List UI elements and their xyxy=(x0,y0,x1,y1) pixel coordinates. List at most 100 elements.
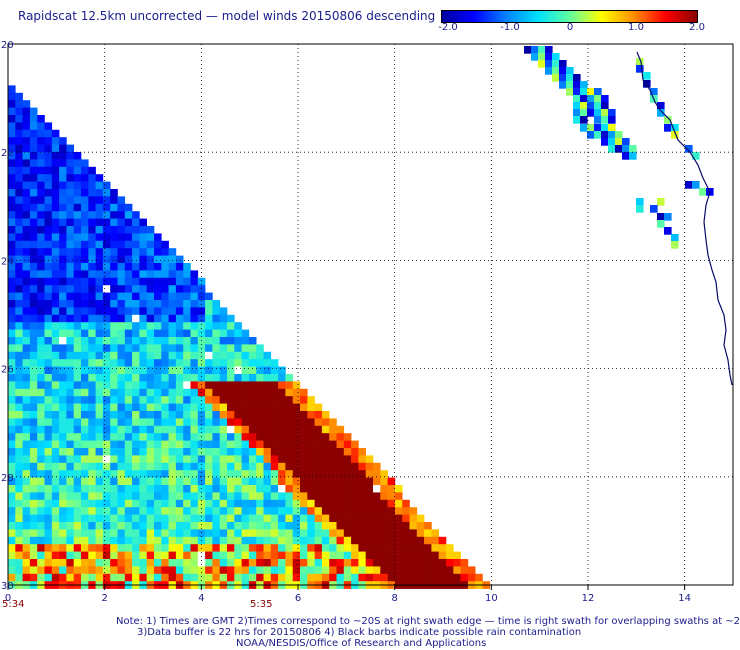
swath-cell xyxy=(175,440,184,449)
swath-cell xyxy=(365,470,374,478)
swath-cell xyxy=(175,522,184,530)
swath-cell xyxy=(124,477,133,486)
swath-cell xyxy=(161,366,169,375)
swath-cell xyxy=(37,573,45,582)
swath-cell xyxy=(219,351,228,360)
swath-cell xyxy=(51,499,60,508)
swath-cell xyxy=(692,181,700,189)
swath-cell xyxy=(37,144,45,153)
swath-cell xyxy=(161,285,169,293)
swath-cell xyxy=(168,307,177,316)
swath-cell xyxy=(73,388,82,397)
swath-cell xyxy=(190,566,199,575)
swath-cell xyxy=(146,226,155,234)
swath-cell xyxy=(117,263,126,271)
swath-cell xyxy=(51,189,60,197)
swath-cell xyxy=(263,573,272,582)
swath-cell xyxy=(587,131,595,139)
swath-cell xyxy=(270,381,279,390)
swath-cell xyxy=(168,529,177,538)
swath-cell xyxy=(183,337,191,345)
swath-cell xyxy=(227,448,235,456)
swath-cell xyxy=(59,462,67,471)
swath-cell xyxy=(175,292,184,301)
swath-cell xyxy=(227,329,235,338)
swath-cell xyxy=(205,418,213,427)
swath-cell xyxy=(95,248,104,256)
swath-cell xyxy=(248,566,257,575)
swath-cell xyxy=(154,507,162,515)
swath-cell xyxy=(117,277,126,286)
swath-cell xyxy=(197,351,206,360)
swath-cell xyxy=(29,448,38,456)
swath-cell xyxy=(102,477,111,486)
swath-cell xyxy=(321,448,330,456)
swath-cell xyxy=(22,300,31,308)
swath-cell xyxy=(132,211,140,219)
swath-cell xyxy=(15,159,23,168)
swath-cell xyxy=(139,448,147,456)
swath-cell xyxy=(190,492,199,501)
swath-cell xyxy=(81,514,89,523)
swath-cell xyxy=(59,226,67,234)
swath-cell xyxy=(197,307,206,316)
swath-cell xyxy=(102,359,111,367)
swath-cell xyxy=(8,433,16,441)
swath-cell xyxy=(161,499,169,508)
swath-cell xyxy=(161,536,169,545)
swath-cell xyxy=(95,396,104,404)
swath-cell xyxy=(124,403,133,412)
swath-cell xyxy=(139,544,147,552)
swath-cell xyxy=(205,329,213,338)
swath-cell xyxy=(183,492,191,501)
swath-cell xyxy=(183,388,191,397)
swath-cell xyxy=(29,499,38,508)
swath-cell xyxy=(73,211,82,219)
swath-cell xyxy=(44,359,53,367)
swath-cell xyxy=(351,573,359,582)
swath-cell xyxy=(8,551,16,560)
swath-cell xyxy=(22,566,31,575)
swath-cell xyxy=(190,314,199,323)
swath-cell xyxy=(51,344,60,353)
swath-cell xyxy=(278,566,286,575)
swath-cell xyxy=(59,366,67,375)
swath-cell xyxy=(154,455,162,464)
swath-cell xyxy=(95,300,104,308)
swath-cell xyxy=(212,351,220,360)
swath-cell xyxy=(263,529,272,538)
swath-cell xyxy=(329,514,337,523)
swath-cell xyxy=(8,85,16,94)
swath-cell xyxy=(29,381,38,390)
swath-cell xyxy=(168,329,177,338)
swath-cell xyxy=(190,470,199,478)
swath-cell xyxy=(22,573,31,582)
swath-cell xyxy=(110,277,118,286)
swath-cell xyxy=(373,522,381,530)
swath-cell xyxy=(365,499,374,508)
swath-cell xyxy=(329,448,337,456)
swath-cell xyxy=(538,46,546,54)
swath-cell xyxy=(66,470,74,478)
swath-cell xyxy=(139,233,147,242)
swath-cell xyxy=(29,514,38,523)
swath-cell xyxy=(88,366,96,375)
swath-cell xyxy=(37,477,45,486)
swath-cell xyxy=(110,418,118,427)
swath-cell xyxy=(66,285,74,293)
swath-cell xyxy=(95,307,104,316)
swath-cell xyxy=(285,411,293,419)
swath-cell xyxy=(154,248,162,256)
swath-cell xyxy=(278,381,286,390)
swath-cell xyxy=(29,137,38,145)
swath-cell xyxy=(51,329,60,338)
swath-cell xyxy=(205,366,213,375)
swath-cell xyxy=(139,322,147,330)
swath-cell xyxy=(73,285,82,293)
swath-cell xyxy=(66,240,74,249)
swath-cell xyxy=(81,166,89,175)
swath-cell xyxy=(329,544,337,552)
swath-cell xyxy=(292,514,301,523)
swath-cell xyxy=(146,470,155,478)
swath-cell xyxy=(37,181,45,190)
